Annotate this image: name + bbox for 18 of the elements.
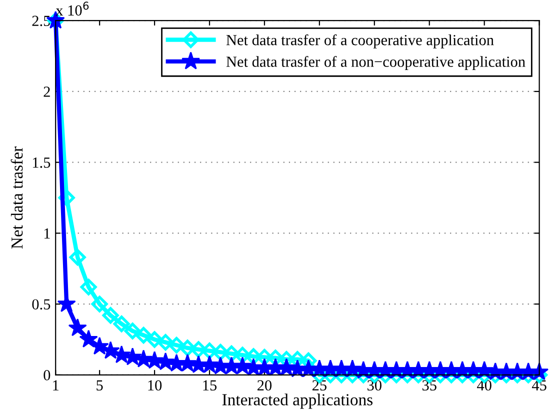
x-tick-label: 20 <box>258 380 272 391</box>
x-tick-label: 10 <box>148 380 162 391</box>
x-tick-label: 5 <box>96 380 103 391</box>
x-tick-label: 30 <box>368 380 382 391</box>
x-tick-label: 1 <box>53 380 59 390</box>
legend-label: Net data trasfer of a non−cooperative application <box>226 56 526 70</box>
y-tick-label: 2 <box>44 86 50 97</box>
y-tick-label: 1.5 <box>32 158 50 168</box>
y-tick-label: 1 <box>44 228 50 238</box>
x-axis-title: Interacted applications <box>222 394 373 409</box>
y-tick-label: 0 <box>44 370 50 380</box>
legend-label: Net data trasfer of a cooperative application <box>226 34 494 48</box>
x-tick-label: 25 <box>312 380 326 391</box>
x-tick-label: 15 <box>203 380 217 391</box>
x-tick-label: 40 <box>477 380 492 391</box>
y-tick-label: 0.5 <box>32 299 50 310</box>
y-axis-title: Net data trasfer <box>10 146 23 249</box>
text: x 10$^{6}$ <box>56 2 89 16</box>
